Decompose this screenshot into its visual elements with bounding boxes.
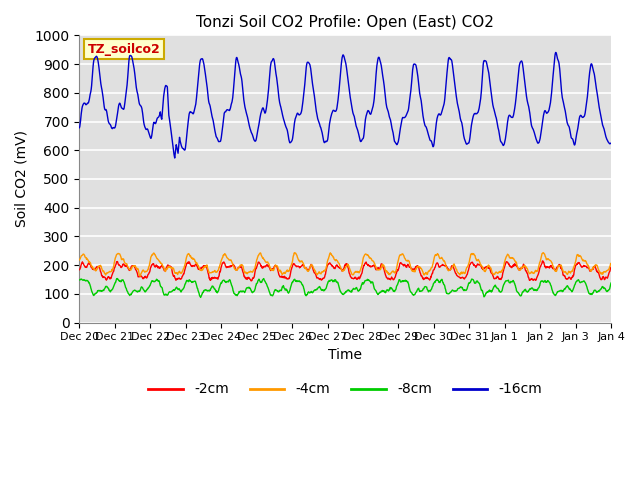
Legend: -2cm, -4cm, -8cm, -16cm: -2cm, -4cm, -8cm, -16cm xyxy=(143,377,548,402)
Title: Tonzi Soil CO2 Profile: Open (East) CO2: Tonzi Soil CO2 Profile: Open (East) CO2 xyxy=(196,15,494,30)
X-axis label: Time: Time xyxy=(328,348,362,362)
Y-axis label: Soil CO2 (mV): Soil CO2 (mV) xyxy=(15,131,29,228)
Text: TZ_soilco2: TZ_soilco2 xyxy=(88,43,160,56)
